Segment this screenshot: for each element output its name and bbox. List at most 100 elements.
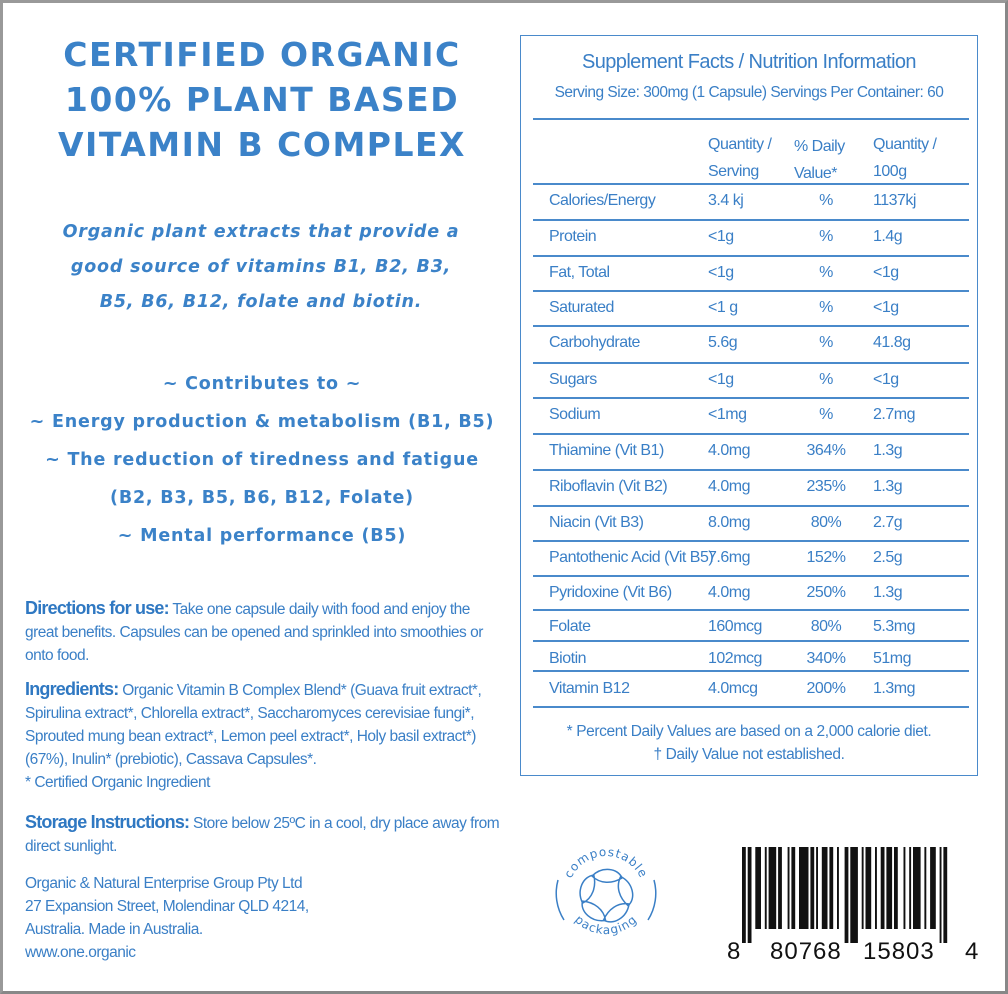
daily-value: % [819, 264, 833, 281]
barcode-bar [865, 847, 872, 929]
barcode-bar [909, 847, 912, 929]
company-line: Australia. Made in Australia. [25, 921, 203, 938]
quantity-per-100g: 5.3mg [873, 618, 915, 635]
barcode-bar [850, 847, 858, 943]
header-per-100g: Quantity / 100g [873, 131, 937, 185]
nutrient-name: Calories/Energy [549, 192, 656, 209]
barcode-bar [778, 847, 782, 929]
quantity-per-serving: <1mg [708, 406, 747, 423]
row-divider [533, 219, 969, 221]
benefit-line: ~ Mental performance (B5) [117, 526, 407, 546]
quantity-per-serving: 7.6mg [708, 549, 750, 566]
company-line: 27 Expansion Street, Molendinar QLD 4214… [25, 898, 309, 915]
barcode-bar [943, 847, 948, 943]
barcode-bar [768, 847, 777, 929]
row-divider [533, 505, 969, 507]
barcode-digit: 4 [965, 938, 980, 965]
daily-value: 340% [806, 650, 846, 667]
company-info: Organic & Natural Enterprise Group Pty L… [25, 872, 309, 964]
nutrient-name: Folate [549, 618, 591, 635]
quantity-per-serving: 4.0mg [708, 478, 750, 495]
quantity-per-100g: <1g [873, 371, 899, 388]
quantity-per-100g: 1.3g [873, 442, 903, 459]
header-daily-value: % Daily Value* [794, 133, 845, 187]
quantity-per-serving: 4.0mg [708, 442, 750, 459]
quantity-per-serving: <1g [708, 371, 734, 388]
daily-value: % [819, 334, 833, 351]
footnotes: * Percent Daily Values are based on a 2,… [521, 720, 977, 766]
barcode-bar [747, 847, 752, 943]
row-divider [533, 670, 969, 672]
quantity-per-serving: 4.0mg [708, 584, 750, 601]
nutrient-name: Saturated [549, 299, 614, 316]
daily-value: 80% [810, 514, 842, 531]
barcode-bar [764, 847, 767, 929]
barcode-bar [787, 847, 790, 929]
quantity-per-serving: 102mcg [708, 650, 762, 667]
quantity-per-serving: 4.0mcg [708, 680, 758, 697]
row-divider [533, 469, 969, 471]
quantity-per-serving: 160mcg [708, 618, 762, 635]
header-text: Quantity / [708, 136, 772, 153]
title-line: CERTIFIED ORGANIC [63, 35, 461, 74]
daily-value: % [819, 228, 833, 245]
benefit-line: ~ Contributes to ~ [162, 374, 362, 394]
tagline-line: Organic plant extracts that provide a [62, 222, 460, 242]
tagline-line: good source of vitamins B1, B2, B3, [70, 257, 452, 277]
row-divider [533, 609, 969, 611]
quantity-per-100g: 1.3g [873, 584, 903, 601]
barcode-bar [875, 847, 877, 929]
nutrient-name: Biotin [549, 650, 587, 667]
barcode-bar [837, 847, 839, 929]
serving-info: Serving Size: 300mg (1 Capsule) Servings… [554, 84, 944, 101]
quantity-per-100g: 41.8g [873, 334, 911, 351]
row-divider [533, 325, 969, 327]
facts-title: Supplement Facts / Nutrition Information [582, 51, 917, 73]
barcode-bar [924, 847, 927, 929]
header-text: 100g [873, 163, 907, 180]
barcode [742, 847, 948, 943]
nutrient-name: Pantothenic Acid (Vit B5) [549, 549, 714, 566]
barcode-bar [821, 847, 828, 929]
nutrient-name: Sodium [549, 406, 601, 423]
quantity-per-serving: <1g [708, 228, 734, 245]
daily-value: 80% [810, 618, 842, 635]
barcode-bar [913, 847, 921, 929]
divider [533, 118, 969, 120]
directions-label: Directions for use: [25, 598, 170, 618]
row-divider [533, 640, 969, 642]
benefit-line: ~ The reduction of tiredness and fatigue [45, 450, 479, 470]
product-title: CERTIFIED ORGANIC 100% PLANT BASED VITAM… [20, 32, 504, 167]
barcode-bar [886, 847, 893, 929]
quantity-per-serving: 8.0mg [708, 514, 750, 531]
storage: Storage Instructions: Store below 25ºC i… [25, 811, 520, 858]
ingredients: Ingredients: Organic Vitamin B Complex B… [25, 678, 515, 794]
barcode-bar [861, 847, 864, 929]
barcode-bar [829, 847, 834, 929]
header-text: Quantity / [873, 136, 937, 153]
quantity-per-100g: 2.7mg [873, 406, 915, 423]
barcode-bar [799, 847, 809, 929]
row-divider [533, 433, 969, 435]
barcode-bar [791, 847, 796, 929]
quantity-per-100g: <1g [873, 264, 899, 281]
nutrient-name: Niacin (Vit B3) [549, 514, 644, 531]
daily-value: % [819, 299, 833, 316]
row-divider [533, 290, 969, 292]
barcode-bar [880, 847, 885, 929]
quantity-per-serving: <1 g [708, 299, 738, 316]
nutrient-name: Fat, Total [549, 264, 610, 281]
footnote: † Daily Value not established. [653, 746, 845, 763]
barcode-bar [930, 847, 936, 929]
barcode-digit: 8 [727, 938, 742, 965]
benefit-line: ~ Energy production & metabolism (B1, B5… [29, 412, 495, 432]
title-line: VITAMIN B COMPLEX [58, 125, 466, 164]
row-divider [533, 706, 969, 708]
quantity-per-100g: 51mg [873, 650, 912, 667]
leaf-ring-icon [579, 868, 634, 923]
row-divider [533, 397, 969, 399]
daily-value: % [819, 192, 833, 209]
header-per-serving: Quantity / Serving [708, 131, 772, 185]
barcode-bar [810, 847, 815, 929]
nutrient-name: Vitamin B12 [549, 680, 630, 697]
